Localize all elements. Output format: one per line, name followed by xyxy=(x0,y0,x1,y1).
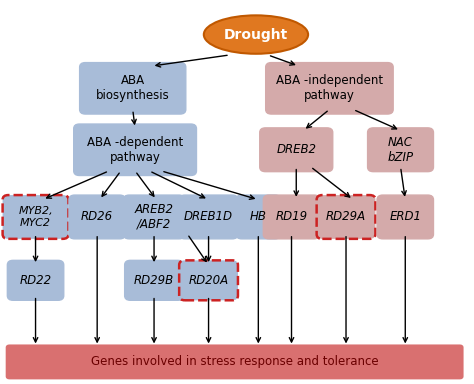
FancyBboxPatch shape xyxy=(265,63,393,114)
FancyBboxPatch shape xyxy=(264,195,319,239)
Text: ERD1: ERD1 xyxy=(389,210,421,223)
Text: NAC
bZIP: NAC bZIP xyxy=(387,136,414,164)
Text: RD26: RD26 xyxy=(81,210,113,223)
Text: ABA -dependent
pathway: ABA -dependent pathway xyxy=(87,136,183,164)
Text: ABA
biosynthesis: ABA biosynthesis xyxy=(96,74,170,102)
FancyBboxPatch shape xyxy=(368,128,433,172)
FancyBboxPatch shape xyxy=(6,344,464,379)
FancyBboxPatch shape xyxy=(2,195,69,239)
Text: RD19: RD19 xyxy=(275,210,308,223)
Text: RD29B: RD29B xyxy=(134,274,174,287)
Text: DREB2: DREB2 xyxy=(276,143,316,156)
Text: ABA -independent
pathway: ABA -independent pathway xyxy=(276,74,383,102)
Text: MYB2,
MYC2: MYB2, MYC2 xyxy=(18,206,53,228)
FancyBboxPatch shape xyxy=(7,260,64,300)
FancyBboxPatch shape xyxy=(179,260,238,300)
Text: RD29A: RD29A xyxy=(326,210,366,223)
Text: Genes involved in stress response and tolerance: Genes involved in stress response and to… xyxy=(91,356,378,368)
Text: DREB1D: DREB1D xyxy=(184,210,233,223)
FancyBboxPatch shape xyxy=(73,124,196,175)
Text: HB: HB xyxy=(250,210,267,223)
Text: RD22: RD22 xyxy=(19,274,52,287)
Text: Drought: Drought xyxy=(224,28,288,41)
FancyBboxPatch shape xyxy=(80,63,186,114)
FancyBboxPatch shape xyxy=(377,195,433,239)
Text: RD20A: RD20A xyxy=(189,274,228,287)
FancyBboxPatch shape xyxy=(317,195,375,239)
Ellipse shape xyxy=(204,15,308,54)
FancyBboxPatch shape xyxy=(236,195,281,239)
FancyBboxPatch shape xyxy=(125,260,183,300)
FancyBboxPatch shape xyxy=(123,195,185,239)
Text: AREB2
/ABF2: AREB2 /ABF2 xyxy=(135,203,173,231)
FancyBboxPatch shape xyxy=(69,195,125,239)
FancyBboxPatch shape xyxy=(260,128,333,172)
FancyBboxPatch shape xyxy=(179,195,238,239)
